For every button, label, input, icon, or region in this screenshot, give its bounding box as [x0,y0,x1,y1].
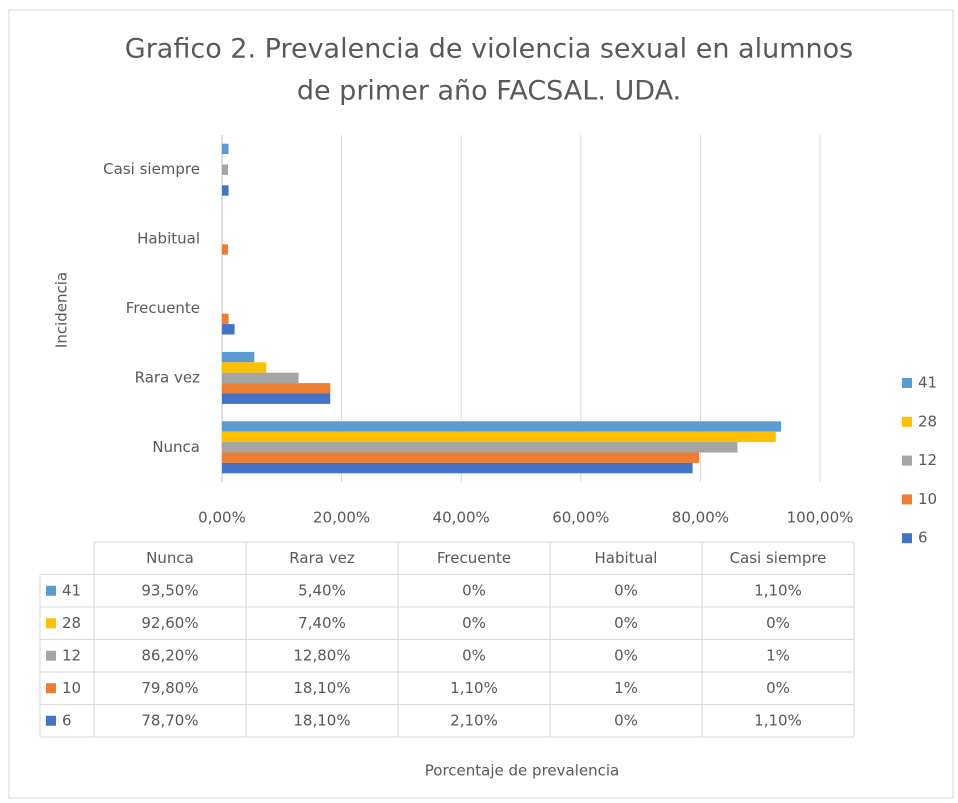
table-cell: 0% [614,711,638,729]
legend-swatch [902,494,912,505]
table-cell: 93,50% [141,581,198,599]
table-cell: 12,80% [293,646,350,664]
x-axis-title: Porcentaje de prevalencia [425,762,619,780]
table-row-label: 6 [62,711,72,729]
table-row-label: 41 [62,581,81,599]
bar [222,351,255,363]
table-cell: 1% [614,679,638,697]
bar [222,393,331,404]
legend-swatch [902,378,912,388]
table-header: Rara vez [289,549,355,567]
bar [222,185,229,196]
table-cell: 79,80% [141,679,198,697]
y-tick-label: Frecuente [126,299,200,317]
bar [222,372,299,384]
chart-title-line: de primer año FACSAL. UDA. [297,76,681,107]
legend-label: 41 [918,374,937,392]
table-legend-swatch [46,715,56,726]
table-cell: 5,40% [298,581,346,599]
legend-swatch [902,533,912,544]
table-cell: 1% [766,646,790,664]
table-cell: 0% [462,614,486,632]
table-legend-swatch [46,683,56,694]
bar [222,143,229,155]
table-cell: 0% [614,646,638,664]
bar [222,313,229,325]
table-cell: 0% [766,614,790,632]
bar [222,324,235,335]
x-tick-label: 60,00% [552,509,609,527]
legend-label: 6 [918,529,928,547]
bar [222,383,331,394]
legend-label: 28 [918,412,937,430]
bar [222,244,228,255]
y-tick-label: Casi siempre [103,160,200,178]
table-cell: 0% [462,646,486,664]
bar [222,431,776,443]
bar [222,421,782,432]
legend-label: 10 [918,490,937,508]
chart-title-line: Grafico 2. Prevalencia de violencia sexu… [125,34,853,65]
table-cell: 1,10% [450,679,498,697]
table-cell: 92,60% [141,614,198,632]
table-cell: 7,40% [298,614,346,632]
y-axis-title: Incidencia [53,272,71,348]
table-cell: 86,20% [141,646,198,664]
x-tick-label: 80,00% [672,509,729,527]
table-cell: 0% [614,581,638,599]
table-header: Frecuente [437,549,511,567]
legend-label: 12 [918,451,937,469]
bar [222,442,738,453]
table-cell: 18,10% [293,679,350,697]
table-cell: 1,10% [754,711,802,729]
table-cell: 2,10% [450,711,498,729]
table-row-label: 10 [62,679,81,697]
x-tick-label: 100,00% [787,509,854,527]
x-tick-label: 20,00% [313,509,370,527]
table-header: Habitual [595,549,658,567]
table-header: Casi siempre [730,549,827,567]
table-cell: 0% [766,679,790,697]
table-header: Nunca [146,549,194,567]
x-tick-label: 40,00% [433,509,490,527]
x-tick-label: 0,00% [198,509,246,527]
legend-swatch [902,416,912,427]
table-row-label: 28 [62,614,81,632]
table-legend-swatch [46,618,56,629]
bar [222,362,267,373]
bar [222,462,693,474]
table-legend-swatch [46,650,56,661]
table-cell: 18,10% [293,711,350,729]
y-tick-label: Habitual [137,230,200,248]
chart-frame [8,9,954,799]
table-row-label: 12 [62,646,81,664]
bar [222,452,700,463]
bar [222,164,228,175]
y-tick-label: Rara vez [135,368,201,386]
legend-swatch [902,455,912,466]
table-cell: 0% [462,581,486,599]
table-cell: 78,70% [141,711,198,729]
table-cell: 0% [614,614,638,632]
y-tick-label: Nunca [152,438,200,456]
table-legend-swatch [46,585,56,596]
table-cell: 1,10% [754,581,802,599]
